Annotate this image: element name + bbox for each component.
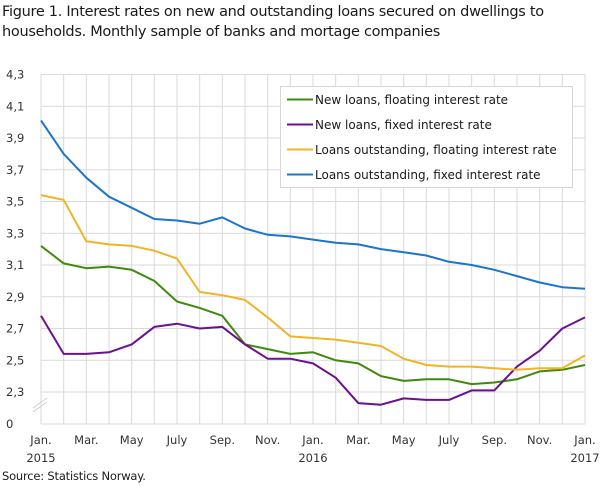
x-axis-ticks: Jan. 2015 Mar. May July Sep. Nov. Jan. 2016 Mar. M… bbox=[26, 433, 599, 465]
y-tick-label: 3,3 bbox=[6, 226, 24, 240]
x-tick-label: Sep. bbox=[210, 433, 235, 447]
series-line-1 bbox=[40, 315, 586, 406]
legend-item-label: New loans, fixed interest rate bbox=[315, 118, 492, 132]
x-tick-label: Mar. bbox=[346, 433, 370, 447]
x-tick-label: Jan. bbox=[301, 433, 323, 447]
legend-item-label: New loans, floating interest rate bbox=[315, 93, 508, 107]
y-tick-label: 4,3 bbox=[6, 68, 24, 82]
y-tick-label: 0 bbox=[6, 417, 13, 431]
chart-title: Figure 1. Interest rates on new and outs… bbox=[2, 4, 544, 40]
y-tick-label: 3,5 bbox=[6, 195, 24, 209]
series-line-3 bbox=[40, 119, 586, 290]
y-tick-label: 2,3 bbox=[6, 385, 24, 399]
series-line-2 bbox=[40, 194, 586, 371]
y-tick-label: 3,7 bbox=[6, 163, 24, 177]
series-line-0 bbox=[40, 245, 586, 386]
y-tick-label: 3,9 bbox=[6, 131, 24, 145]
x-tick-label: Sep. bbox=[482, 433, 507, 447]
axis-break-icon bbox=[32, 397, 48, 413]
x-tick-label: May bbox=[392, 433, 416, 447]
y-tick-label: 2,7 bbox=[6, 322, 24, 336]
y-tick-label: 4,1 bbox=[6, 99, 24, 113]
legend: New loans, floating interest rate New loa… bbox=[280, 86, 573, 188]
x-tick-label: Jan. bbox=[573, 433, 595, 447]
x-tick-label: Jan. bbox=[29, 433, 51, 447]
x-tick-label: May bbox=[120, 433, 144, 447]
x-tick-label: Nov. bbox=[527, 433, 552, 447]
legend-item-label: Loans outstanding, fixed interest rate bbox=[315, 168, 541, 182]
x-tick-year: 2016 bbox=[298, 451, 327, 465]
series-lines bbox=[40, 119, 586, 406]
source-note: Source: Statistics Norway. bbox=[2, 469, 146, 483]
legend-item-label: Loans outstanding, floating interest rat… bbox=[315, 143, 557, 157]
x-tick-label: July bbox=[438, 433, 460, 447]
x-tick-label: Mar. bbox=[74, 433, 98, 447]
y-tick-label: 2,5 bbox=[6, 353, 24, 367]
x-tick-label: July bbox=[166, 433, 188, 447]
x-tick-label: Nov. bbox=[255, 433, 280, 447]
legend-box bbox=[280, 86, 573, 188]
y-axis-ticks: 0 2,3 2,5 2,7 2,9 3,1 3,3 3,5 3,7 3,9 4,1 4,3 bbox=[6, 68, 24, 432]
x-tick-year: 2017 bbox=[570, 451, 599, 465]
y-tick-label: 3,1 bbox=[6, 258, 24, 272]
y-tick-label: 2,9 bbox=[6, 290, 24, 304]
x-tick-year: 2015 bbox=[26, 451, 55, 465]
